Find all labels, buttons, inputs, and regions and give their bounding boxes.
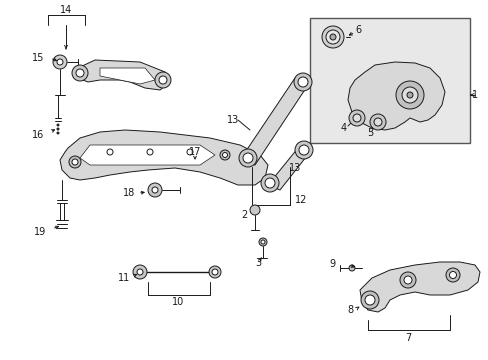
Text: 16: 16 [32,130,44,140]
Polygon shape [78,60,170,90]
Circle shape [399,272,415,288]
Circle shape [212,269,218,275]
Circle shape [239,149,257,167]
Text: 2: 2 [241,210,247,220]
Circle shape [57,59,63,65]
Circle shape [133,265,147,279]
Text: 12: 12 [294,195,307,205]
Polygon shape [80,145,215,165]
Circle shape [348,265,354,271]
Text: 4: 4 [340,123,346,133]
Circle shape [57,128,59,130]
Circle shape [261,240,264,244]
Circle shape [360,291,378,309]
Text: 18: 18 [122,188,135,198]
Circle shape [107,149,113,155]
Circle shape [159,76,167,84]
Text: 11: 11 [118,273,130,283]
Text: 13: 13 [226,115,239,125]
Circle shape [329,34,335,40]
Circle shape [72,159,78,165]
Circle shape [152,187,158,193]
Circle shape [220,150,229,160]
Circle shape [76,69,84,77]
Circle shape [208,266,221,278]
Polygon shape [100,68,155,84]
Circle shape [369,114,385,130]
Circle shape [448,271,456,279]
Polygon shape [240,78,309,165]
Circle shape [294,141,312,159]
Circle shape [57,124,59,126]
Circle shape [147,149,153,155]
Circle shape [298,145,308,155]
Circle shape [348,110,364,126]
Text: 8: 8 [347,305,353,315]
Text: 6: 6 [354,25,360,35]
Circle shape [325,30,339,44]
Text: 17: 17 [188,147,201,157]
FancyBboxPatch shape [309,18,469,143]
Polygon shape [267,148,309,190]
Circle shape [186,149,193,155]
Circle shape [373,118,381,126]
Circle shape [148,183,162,197]
Circle shape [352,114,360,122]
Polygon shape [347,62,444,130]
Circle shape [137,269,142,275]
Circle shape [406,92,412,98]
Circle shape [297,77,307,87]
Text: 7: 7 [404,333,410,343]
Polygon shape [359,262,479,312]
Circle shape [72,65,88,81]
Circle shape [53,55,67,69]
Circle shape [264,178,274,188]
Text: 1: 1 [471,90,477,100]
Text: 19: 19 [34,227,46,237]
Circle shape [243,153,252,163]
Text: 3: 3 [254,258,261,268]
Circle shape [249,205,260,215]
Circle shape [222,153,227,158]
Polygon shape [60,130,267,185]
Circle shape [445,268,459,282]
Circle shape [57,132,59,134]
Circle shape [261,174,279,192]
Text: 10: 10 [171,297,184,307]
Text: 9: 9 [329,259,335,269]
Circle shape [395,81,423,109]
Circle shape [69,156,81,168]
Circle shape [364,295,374,305]
Circle shape [293,73,311,91]
Text: 15: 15 [32,53,44,63]
Text: 14: 14 [60,5,72,15]
Circle shape [403,276,411,284]
Circle shape [401,87,417,103]
Circle shape [321,26,343,48]
Circle shape [259,238,266,246]
Text: 5: 5 [366,128,372,138]
Text: 13: 13 [288,163,301,173]
Circle shape [155,72,171,88]
